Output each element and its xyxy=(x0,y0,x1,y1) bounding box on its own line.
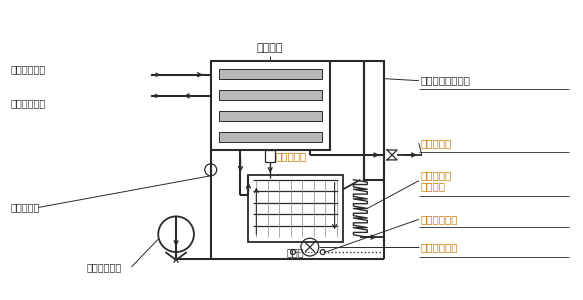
Bar xyxy=(219,111,322,121)
Text: 凝縮器: 凝縮器 xyxy=(286,247,304,257)
Text: 圧縮空気入口: 圧縮空気入口 xyxy=(10,64,46,74)
Text: ファンモータ: ファンモータ xyxy=(421,242,458,252)
Text: 圧縮空気出口: 圧縮空気出口 xyxy=(10,98,46,108)
Bar xyxy=(219,132,322,142)
Text: 圧力スイッチ: 圧力スイッチ xyxy=(421,214,458,224)
Text: 冷凍用圧縮機: 冷凍用圧縮機 xyxy=(87,262,122,272)
Bar xyxy=(265,150,275,162)
Text: チューブ: チューブ xyxy=(421,182,446,192)
Text: 容量調整弁: 容量調整弁 xyxy=(421,138,452,148)
Bar xyxy=(364,61,384,180)
Text: ドレンセパレータ: ドレンセパレータ xyxy=(421,76,471,85)
Text: 热交換器: 热交換器 xyxy=(257,43,283,53)
Bar xyxy=(248,175,343,242)
Bar xyxy=(219,90,322,100)
Text: キャピラリ: キャピラリ xyxy=(421,170,452,180)
Bar xyxy=(219,69,322,79)
Text: ドレン出口: ドレン出口 xyxy=(275,151,307,161)
Bar xyxy=(211,61,329,150)
Text: 蜢発温度計: 蜢発温度計 xyxy=(10,202,40,212)
